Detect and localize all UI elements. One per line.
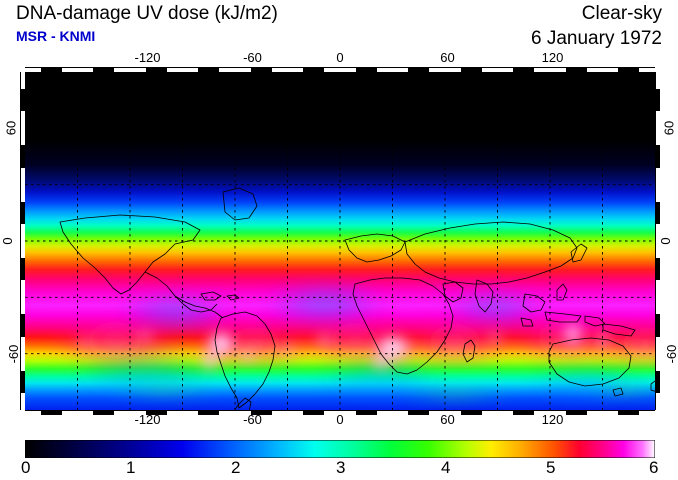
y-tick-left-2: -60 (5, 344, 21, 364)
x-tick-bottom-2: 0 (336, 412, 344, 427)
y-tick-left-0: 60 (3, 120, 19, 136)
colorbar-tick-2: 2 (231, 458, 241, 477)
axis-top (25, 67, 655, 72)
x-tick-bottom-3: 60 (440, 412, 455, 427)
uv-dose-map (25, 72, 655, 410)
condition-label: Clear-sky (581, 3, 662, 24)
uv-dose-heatmap (25, 72, 655, 410)
map-gridlines (25, 72, 655, 410)
axis-left (20, 72, 25, 410)
x-tick-top-1: -60 (243, 50, 262, 65)
x-tick-top-0: -120 (134, 50, 161, 65)
page-title: DNA-damage UV dose (kJ/m2) (16, 3, 278, 24)
colorbar-tick-5: 5 (546, 458, 556, 477)
y-tick-right-1: 0 (658, 237, 674, 245)
header: DNA-damage UV dose (kJ/m2) MSR - KNMI Cl… (0, 0, 678, 52)
y-tick-left-1: 0 (0, 237, 16, 245)
colorbar-tick-6: 6 (649, 458, 659, 477)
x-tick-bottom-0: -120 (134, 412, 161, 427)
axis-right (655, 72, 660, 410)
x-tick-top-4: 120 (541, 50, 564, 65)
axis-bottom (25, 410, 655, 415)
y-tick-right-0: 60 (661, 120, 677, 136)
x-tick-bottom-4: 120 (541, 412, 564, 427)
coastlines (59, 187, 655, 410)
colorbar-tick-3: 3 (336, 458, 346, 477)
date-label: 6 January 1972 (531, 28, 662, 49)
field-maxima (75, 320, 611, 372)
x-tick-top-2: 0 (336, 50, 344, 65)
colorbar (25, 440, 655, 458)
colorbar-gradient (25, 440, 655, 458)
colorbar-tick-1: 1 (126, 458, 136, 477)
colorbar-tick-4: 4 (441, 458, 451, 477)
source-label: MSR - KNMI (16, 28, 96, 44)
y-tick-right-2: -60 (663, 344, 678, 364)
x-tick-top-3: 60 (440, 50, 455, 65)
x-tick-bottom-1: -60 (243, 412, 262, 427)
colorbar-tick-0: 0 (21, 458, 31, 477)
